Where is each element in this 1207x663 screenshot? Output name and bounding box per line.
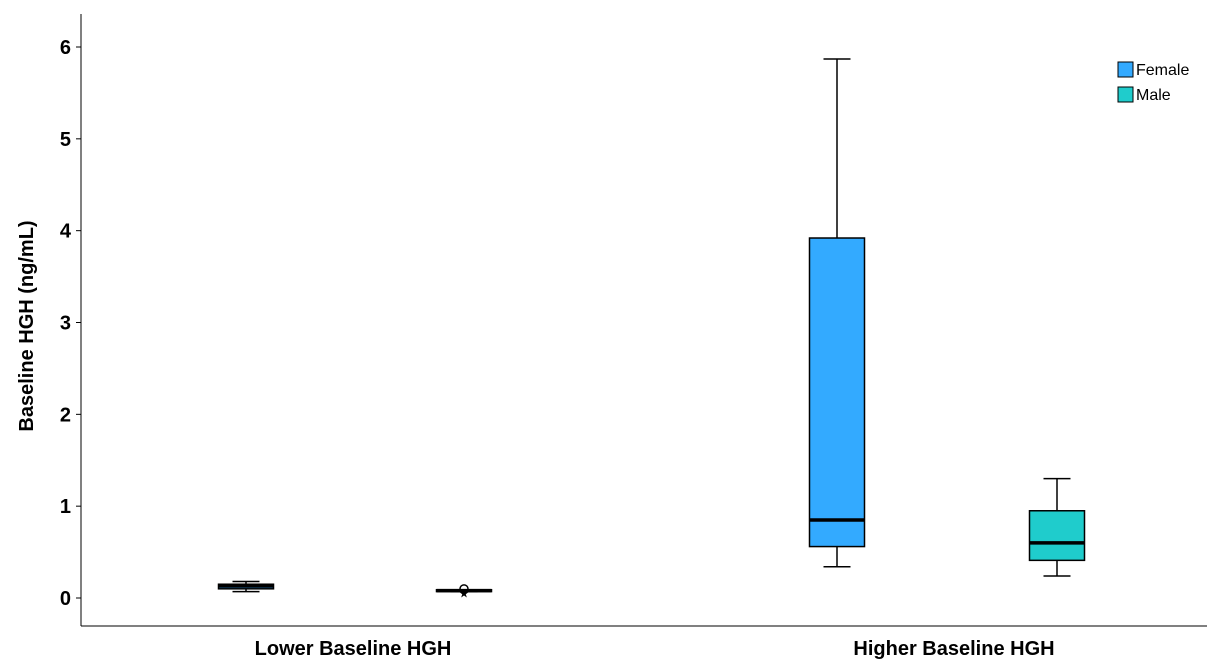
x-category-labels: Lower Baseline HGH Higher Baseline HGH [255, 638, 1055, 660]
y-tick-label: 1 [60, 496, 71, 518]
y-axis-title: Baseline HGH (ng/mL) [16, 220, 38, 431]
x-category-label: Lower Baseline HGH [255, 638, 452, 660]
legend-swatch-male [1117, 86, 1134, 103]
extreme-point: ★ [459, 586, 470, 600]
box-female-2 [808, 58, 866, 568]
legend-label-female: Female [1136, 62, 1189, 79]
box-iqr [808, 237, 866, 548]
box-iqr [1028, 510, 1086, 562]
y-tick-label: 0 [60, 588, 71, 610]
axes [80, 14, 1207, 627]
x-category-label: Higher Baseline HGH [853, 638, 1054, 660]
y-tick-label: 4 [60, 221, 72, 243]
y-tick-label: 3 [60, 313, 71, 335]
y-tick-label: 6 [60, 37, 71, 59]
box-male-2 [1028, 477, 1086, 577]
boxes: ★ [217, 58, 1086, 600]
y-ticks: 0 1 2 3 4 5 6 [60, 37, 81, 610]
y-tick-label: 5 [60, 129, 71, 151]
legend-swatch-female [1117, 61, 1134, 78]
outlier-point [459, 584, 469, 594]
y-tick-label: 2 [60, 404, 71, 426]
legend: Female Male [1117, 61, 1189, 104]
legend-label-male: Male [1136, 87, 1171, 104]
box-male-1: ★ [435, 584, 493, 600]
box-female-1 [217, 580, 275, 593]
